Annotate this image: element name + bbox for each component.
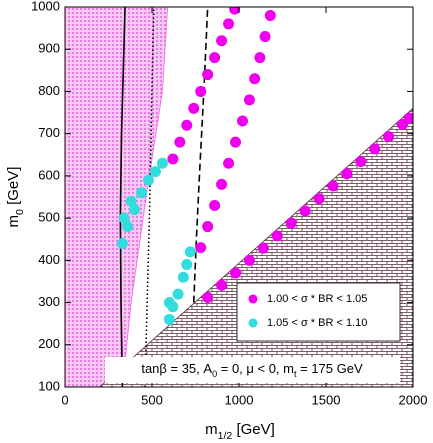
point — [236, 115, 248, 127]
x-tick-label: 0 — [61, 392, 68, 407]
point — [122, 221, 134, 233]
y-tick-label: 500 — [38, 210, 60, 225]
subscript: 0 — [212, 369, 217, 379]
label-part: m — [5, 215, 22, 228]
point — [229, 7, 241, 15]
point — [264, 9, 276, 21]
legend-box — [236, 282, 401, 342]
y-tick-label: 600 — [38, 167, 60, 182]
legend-marker — [248, 294, 258, 304]
region — [65, 7, 169, 387]
legend: 1.00 < σ * BR < 1.05 1.05 < σ * BR < 1.10 — [236, 282, 401, 342]
point — [216, 279, 228, 291]
point — [209, 52, 221, 64]
point — [216, 35, 228, 47]
point — [313, 193, 325, 205]
label-part: = 0, μ < 0, m — [217, 361, 294, 376]
point — [254, 52, 266, 64]
legend-label: 1.00 < σ * BR < 1.05 — [267, 293, 367, 305]
point — [125, 195, 137, 207]
point — [230, 267, 242, 279]
point — [202, 221, 214, 233]
point — [177, 271, 189, 283]
point — [404, 112, 413, 124]
y-tick-label: 300 — [38, 294, 60, 309]
point — [249, 73, 261, 85]
label-part: = 175 GeV — [297, 361, 363, 376]
point — [216, 178, 228, 190]
x-tick-label: 500 — [141, 392, 163, 407]
label-part: tanβ = 35, A — [141, 361, 212, 376]
y-tick-label: 200 — [38, 336, 60, 351]
point — [383, 131, 395, 143]
label-part: [GeV] — [232, 421, 275, 438]
annotation: tanβ = 35, A0 = 0, μ < 0, mt = 175 GeV — [141, 361, 363, 379]
x-tick-label: 1500 — [312, 392, 341, 407]
point — [172, 288, 184, 300]
point — [209, 199, 221, 211]
x-tick-label: 2000 — [399, 392, 428, 407]
point — [259, 31, 271, 43]
x-axis-label: m1/2 [GeV] — [205, 421, 275, 442]
axes: 0 500 1000 1500 2000 100 200 300 400 500 600 700 800… — [31, 0, 427, 407]
point — [327, 180, 339, 192]
point — [202, 69, 214, 81]
annotation-box — [105, 357, 400, 383]
point — [257, 242, 269, 254]
subscript: t — [294, 369, 297, 379]
point — [188, 102, 200, 114]
y-tick-label: 100 — [38, 378, 60, 393]
y-tick-label: 800 — [38, 83, 60, 98]
curve — [119, 7, 126, 387]
x-tick-label: 1000 — [225, 392, 254, 407]
subscript: 0 — [14, 209, 26, 215]
point — [129, 204, 141, 216]
label-part: m — [205, 421, 218, 438]
y-tick-label: 900 — [38, 41, 60, 56]
point — [143, 174, 155, 186]
point — [202, 291, 214, 303]
point — [285, 217, 297, 229]
y-tick-label: 1000 — [31, 0, 60, 13]
point — [156, 157, 168, 169]
point — [243, 94, 255, 106]
legend-label: 1.05 < σ * BR < 1.10 — [267, 317, 367, 329]
y-tick-label: 700 — [38, 125, 60, 140]
point — [136, 187, 148, 199]
curve — [192, 7, 209, 303]
legend-marker — [248, 318, 258, 328]
y-axis-label: m0 [GeV] — [5, 167, 26, 228]
subscript: 1/2 — [218, 430, 233, 442]
curve — [144, 7, 155, 387]
point — [369, 143, 381, 155]
point — [223, 157, 235, 169]
point — [243, 254, 255, 266]
point — [195, 85, 207, 97]
point — [299, 205, 311, 217]
point — [167, 301, 179, 313]
point — [174, 136, 186, 148]
point — [149, 166, 161, 178]
point — [181, 119, 193, 131]
point — [341, 168, 353, 180]
point — [116, 237, 128, 249]
point — [230, 136, 242, 148]
point — [195, 242, 207, 254]
point — [397, 118, 409, 130]
point — [163, 313, 175, 325]
label-part: [GeV] — [5, 167, 22, 210]
point — [184, 246, 196, 258]
point — [118, 212, 130, 224]
y-tick-label: 400 — [38, 252, 60, 267]
point — [181, 259, 193, 271]
point — [271, 230, 283, 242]
point — [355, 156, 367, 168]
point — [167, 153, 179, 165]
point — [223, 18, 235, 30]
